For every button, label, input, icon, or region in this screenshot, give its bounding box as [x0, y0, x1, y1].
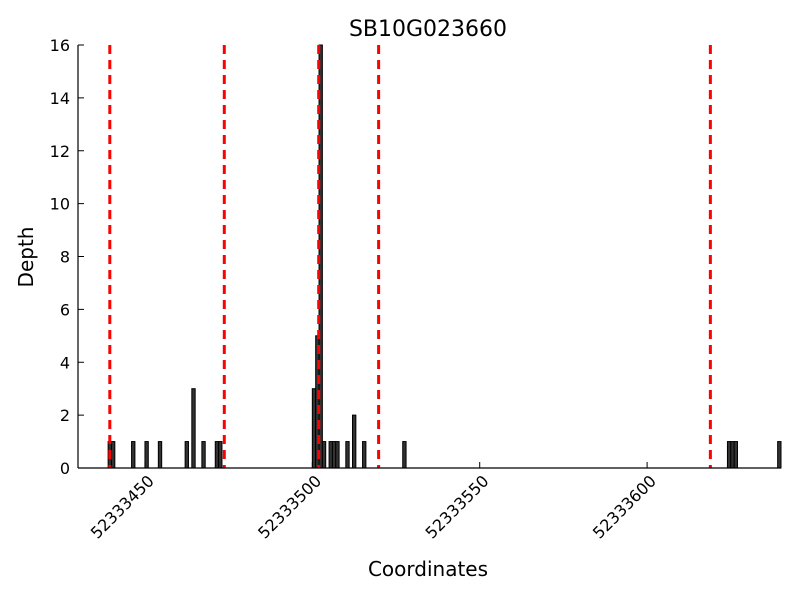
depth-bar-3	[144, 441, 149, 469]
y-tick-label-3: 6	[60, 300, 70, 319]
depth-bar-2	[131, 441, 136, 469]
y-tick-label-7: 14	[50, 89, 70, 108]
depth-bar-10	[311, 388, 317, 469]
x-tick-label-2: 52333550	[422, 471, 493, 542]
x-tick-label-1: 52333500	[254, 471, 325, 542]
depth-bar-17	[345, 441, 350, 469]
depth-bar-5	[184, 441, 189, 469]
depth-bar-13	[321, 441, 327, 469]
depth-bar-18	[352, 414, 357, 469]
depth-bar-19	[362, 441, 367, 469]
x-tick-label-3: 52333600	[589, 471, 660, 542]
y-axis-label: Depth	[14, 227, 38, 288]
depth-bar-15	[331, 441, 337, 469]
depth-bar-16	[335, 441, 340, 469]
y-tick-label-1: 2	[60, 406, 70, 425]
x-axis-label: Coordinates	[368, 557, 488, 581]
depth-bar-20	[402, 441, 407, 469]
depth-bar-24	[777, 441, 782, 469]
depth-bar-6	[191, 388, 196, 469]
chart-title: SB10G023660	[349, 17, 507, 42]
y-tick-label-0: 0	[60, 459, 70, 478]
bars-layer	[107, 44, 782, 469]
y-tick-label-2: 4	[60, 353, 70, 372]
depth-bar-4	[157, 441, 163, 469]
x-tick-label-0: 52333450	[87, 471, 158, 542]
y-tick-label-5: 10	[50, 195, 70, 214]
depth-bar-11	[315, 335, 320, 469]
depth-bar-23	[733, 441, 738, 469]
depth-bar-14	[328, 441, 333, 469]
markers-layer	[108, 45, 712, 468]
depth-bar-9	[218, 441, 223, 469]
depth-bar-21	[726, 441, 732, 469]
depth-bar-8	[214, 441, 220, 469]
y-tick-label-6: 12	[50, 142, 70, 161]
y-tick-label-4: 8	[60, 248, 70, 267]
y-tick-label-8: 16	[50, 36, 70, 55]
depth-bar-1	[110, 441, 116, 469]
depth-bar-7	[201, 441, 206, 469]
depth-bar-22	[730, 441, 735, 469]
